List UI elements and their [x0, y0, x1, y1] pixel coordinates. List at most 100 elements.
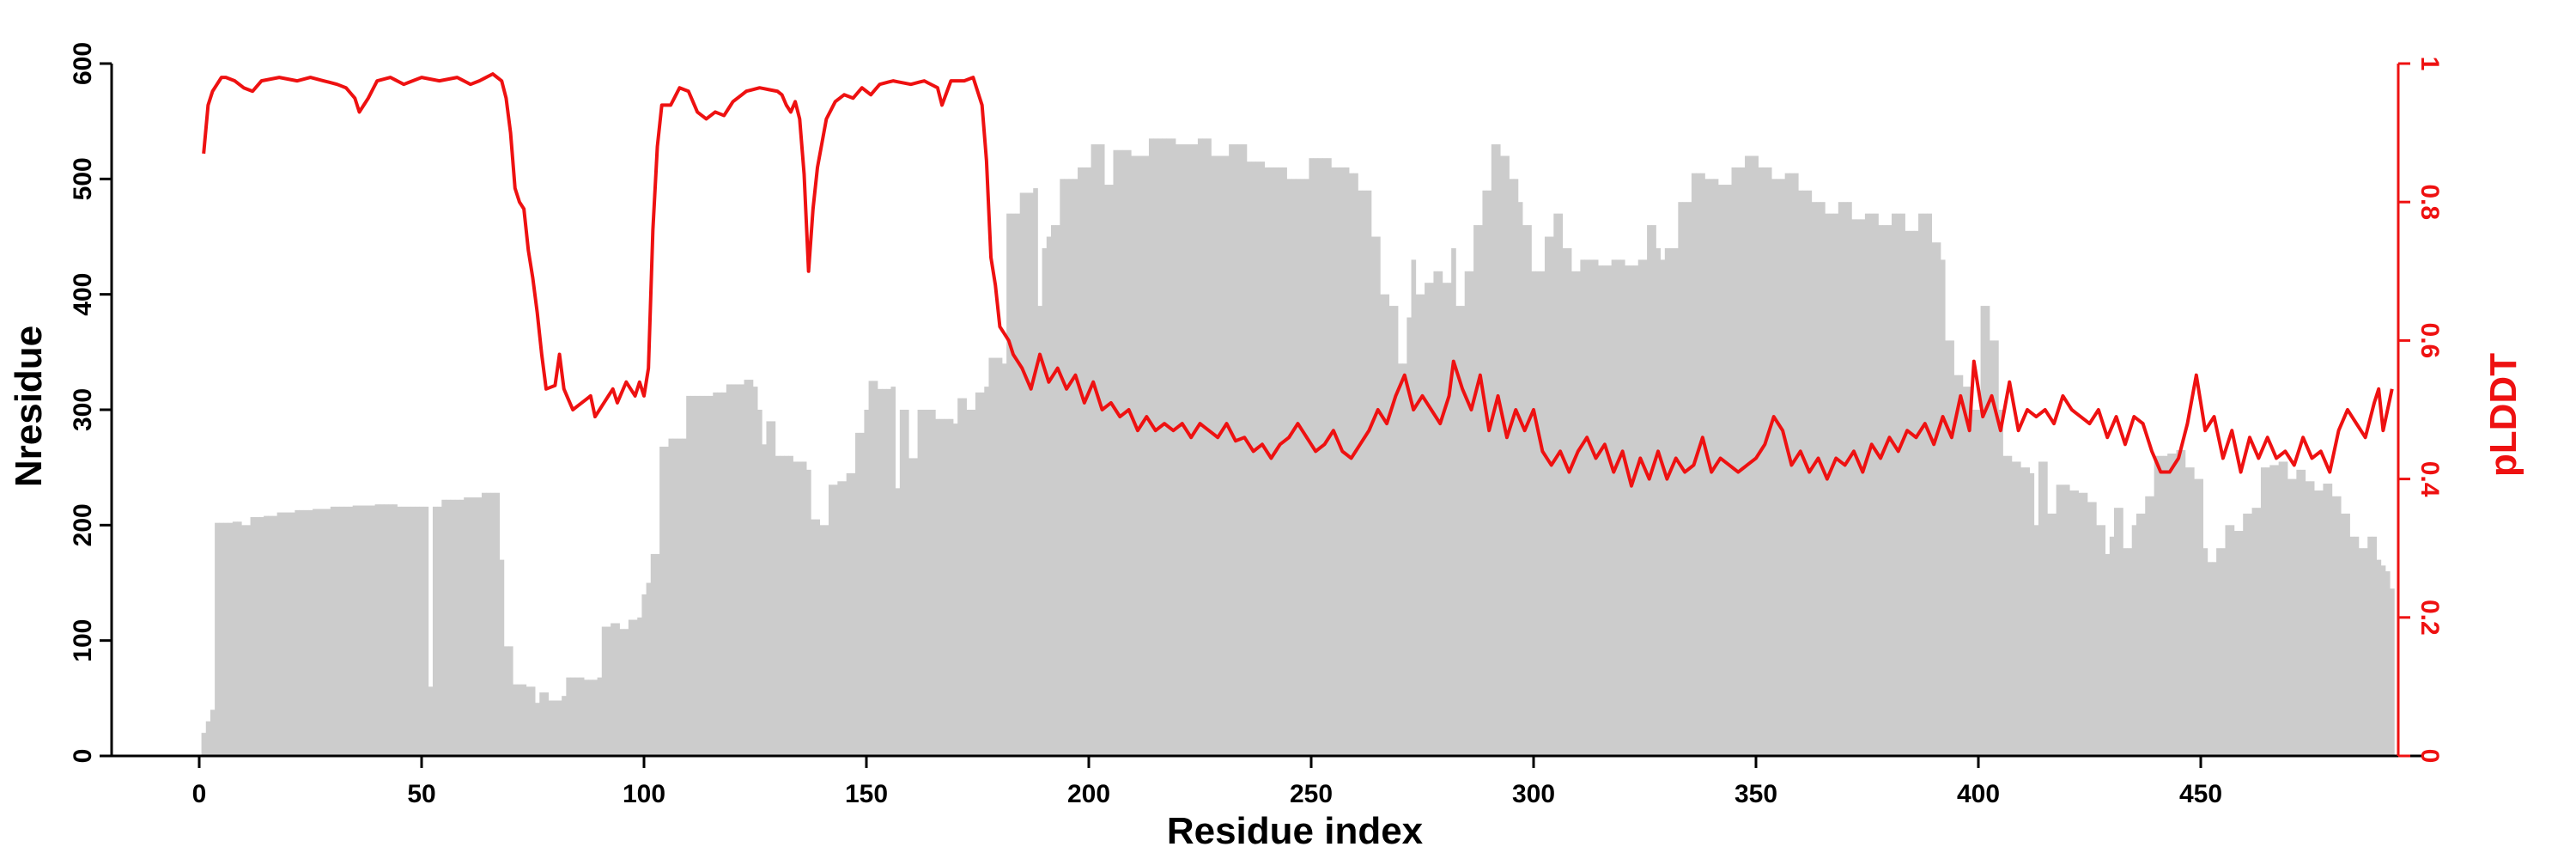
nresidue-bar — [205, 721, 211, 756]
nresidue-bar — [864, 410, 869, 756]
nresidue-bar — [1166, 138, 1172, 756]
y-left-tick-label: 400 — [69, 273, 97, 316]
nresidue-bar — [468, 497, 473, 756]
nresidue-bar — [2260, 467, 2266, 756]
nresidue-bar — [2158, 455, 2164, 756]
nresidue-bar — [1798, 190, 1803, 756]
nresidue-bar — [370, 505, 376, 756]
nresidue-bar — [2296, 469, 2301, 756]
nresidue-bar — [588, 679, 593, 756]
nresidue-bar — [1144, 155, 1150, 757]
nresidue-bar — [917, 410, 923, 756]
nresidue-bar — [1843, 202, 1848, 756]
nresidue-bar — [2358, 548, 2364, 756]
nresidue-bar — [401, 506, 407, 756]
nresidue-bar — [966, 410, 972, 756]
nresidue-bar — [935, 418, 940, 756]
nresidue-bar — [552, 700, 558, 756]
nresidue-bar — [1104, 185, 1109, 757]
nresidue-bar — [1949, 340, 1954, 756]
nresidue-bar — [513, 684, 518, 756]
nresidue-bar — [1740, 167, 1746, 756]
nresidue-bar — [1531, 271, 1536, 756]
nresidue-bar — [1668, 247, 1674, 756]
nresidue-bar — [1717, 185, 1723, 757]
nresidue-bar — [997, 357, 1003, 756]
nresidue-bar — [1300, 179, 1305, 756]
nresidue-bar — [1758, 167, 1764, 756]
nresidue-bar — [1727, 185, 1732, 757]
nresidue-bar — [1304, 179, 1309, 756]
nresidue-bar — [2367, 536, 2372, 756]
nresidue-bar — [1033, 188, 1038, 756]
nresidue-bar — [477, 497, 483, 756]
nresidue-bar — [2309, 481, 2315, 756]
nresidue-bar — [739, 384, 744, 756]
nresidue-bar — [1664, 247, 1670, 756]
nresidue-bar — [250, 516, 256, 756]
nresidue-bar — [695, 395, 701, 756]
nresidue-bar — [2216, 548, 2221, 756]
nresidue-bar — [517, 684, 522, 756]
nresidue-bar — [1651, 225, 1656, 756]
nresidue-bar — [2123, 548, 2128, 756]
nresidue-bar — [846, 472, 852, 756]
nresidue-bar — [2176, 450, 2182, 756]
nresidue-bar — [397, 506, 403, 756]
nresidue-bar — [948, 418, 954, 756]
nresidue-bar — [1535, 271, 1541, 756]
nresidue-bar — [432, 506, 438, 756]
nresidue-bar — [1425, 283, 1430, 757]
nresidue-bar — [1900, 213, 1905, 756]
nresidue-bar — [1202, 138, 1207, 756]
nresidue-bar — [1856, 219, 1862, 757]
nresidue-bar — [1998, 410, 2003, 756]
nresidue-bar — [2318, 490, 2324, 756]
nresidue-bar — [459, 499, 465, 756]
nresidue-bar — [1091, 144, 1097, 756]
nresidue-bar — [1286, 179, 1292, 756]
nresidue-bar — [2323, 483, 2329, 756]
nresidue-bar — [1358, 190, 1363, 756]
nresidue-bar — [2131, 525, 2137, 756]
nresidue-bar — [1633, 265, 1639, 757]
nresidue-bar — [334, 506, 340, 756]
nresidue-bar — [784, 455, 789, 756]
nresidue-bar — [664, 446, 669, 756]
nresidue-bar — [1829, 213, 1835, 756]
nresidue-bar — [882, 388, 887, 756]
nresidue-bar — [970, 410, 976, 756]
nresidue-bar — [2056, 484, 2062, 756]
nresidue-bar — [1820, 202, 1826, 756]
nresidue-bar — [1549, 236, 1554, 756]
y-right-tick-label: 0.8 — [2415, 184, 2444, 220]
nresidue-bar — [1864, 213, 1870, 756]
nresidue-bar — [1060, 179, 1065, 756]
nresidue-bar — [450, 499, 456, 756]
nresidue-bar — [1099, 144, 1105, 756]
y-left-tick-label: 500 — [69, 157, 97, 200]
nresidue-bar — [2141, 513, 2146, 756]
nresidue-bar — [1215, 155, 1221, 757]
nresidue-bar — [486, 492, 491, 756]
x-tick-label: 200 — [1067, 780, 1110, 808]
nresidue-bar — [2051, 513, 2057, 756]
nresidue-bar — [1584, 259, 1590, 756]
nresidue-bar — [1994, 340, 1999, 756]
nresidue-bar — [1321, 158, 1327, 756]
nresidue-bar — [1874, 213, 1879, 756]
nresidue-bar — [339, 506, 344, 756]
nresidue-bar — [1780, 179, 1786, 756]
nresidue-bar — [317, 509, 322, 756]
nresidue-bar — [1625, 265, 1630, 757]
nresidue-bar — [1460, 306, 1466, 757]
nresidue-bar — [1580, 259, 1585, 756]
nresidue-bar — [797, 461, 803, 756]
nresidue-bar — [1055, 225, 1060, 756]
nresidue-bar — [1495, 144, 1501, 756]
nresidue-bar — [2202, 548, 2208, 756]
nresidue-bar — [272, 515, 278, 756]
nresidue-bar — [615, 623, 620, 756]
x-tick-label: 0 — [192, 780, 207, 808]
